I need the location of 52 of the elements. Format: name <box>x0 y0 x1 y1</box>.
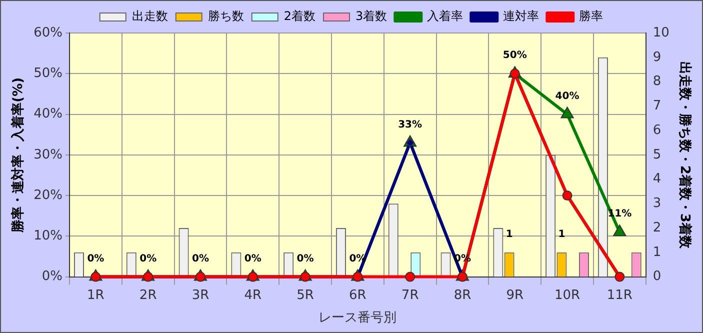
y2-tick-label: 7 <box>652 98 662 114</box>
data-label: 0% <box>192 253 209 264</box>
data-label: 0% <box>296 253 314 264</box>
x-tick-label: 3R <box>192 288 210 303</box>
y-tick-label: 0% <box>42 269 62 284</box>
data-label: 1 <box>506 229 513 240</box>
y2-tick-label: 4 <box>652 172 662 187</box>
point <box>405 272 416 282</box>
y-tick-label: 40% <box>34 106 62 122</box>
data-label: 40% <box>555 90 580 102</box>
y2-tick-label: 0 <box>652 269 662 284</box>
data-label: 0% <box>244 253 262 264</box>
legend-label: 入着率 <box>427 9 464 24</box>
x-tick-label: 10R <box>554 288 580 303</box>
data-label: 1 <box>558 229 566 240</box>
legend-label: 3着数 <box>356 9 388 24</box>
y-axis-title: 勝率・連対率・入着率(%) <box>10 77 26 234</box>
x-tick-label: 8R <box>454 288 472 303</box>
y2-tick-label: 3 <box>652 196 662 212</box>
point <box>560 106 574 118</box>
legend-label: 勝率 <box>579 9 604 24</box>
x-tick-label: 7R <box>401 288 419 303</box>
legend-label: 出走数 <box>132 9 168 24</box>
data-label: 50% <box>502 50 527 62</box>
x-axis-title: レース番号別 <box>318 310 397 326</box>
y-tick-label: 10% <box>34 228 62 244</box>
x-tick-label: 4R <box>244 288 262 303</box>
y2-tick-label: 6 <box>652 122 662 138</box>
x-tick-label: 11R <box>606 288 632 303</box>
y2-axis-title: 出走数・勝ち数・2着数・3着数 <box>676 61 693 250</box>
point <box>613 224 626 236</box>
y2-tick-label: 8 <box>652 74 662 90</box>
y2-tick-label: 9 <box>652 50 662 65</box>
y2-tick-label: 2 <box>652 220 662 236</box>
data-label: 0% <box>140 253 157 264</box>
y-tick-label: 60% <box>34 25 62 40</box>
data-label: 0% <box>87 253 104 264</box>
x-tick-label: 5R <box>296 288 314 303</box>
y-tick-label: 50% <box>34 66 62 82</box>
y2-tick-label: 5 <box>652 147 662 162</box>
legend-label: 連対率 <box>503 9 540 24</box>
legend-label: 勝ち数 <box>208 9 244 24</box>
x-tick-label: 9R <box>506 288 524 303</box>
y2-tick-label: 10 <box>652 25 670 40</box>
data-label: 33% <box>398 119 422 130</box>
x-tick-label: 2R <box>139 288 157 303</box>
y2-tick-label: 1 <box>652 244 662 260</box>
y-tick-label: 30% <box>34 147 62 162</box>
legend-label: 2着数 <box>284 9 316 24</box>
x-tick-label: 6R <box>349 288 366 303</box>
y-tick-label: 20% <box>34 188 62 203</box>
x-tick-label: 1R <box>87 288 104 303</box>
